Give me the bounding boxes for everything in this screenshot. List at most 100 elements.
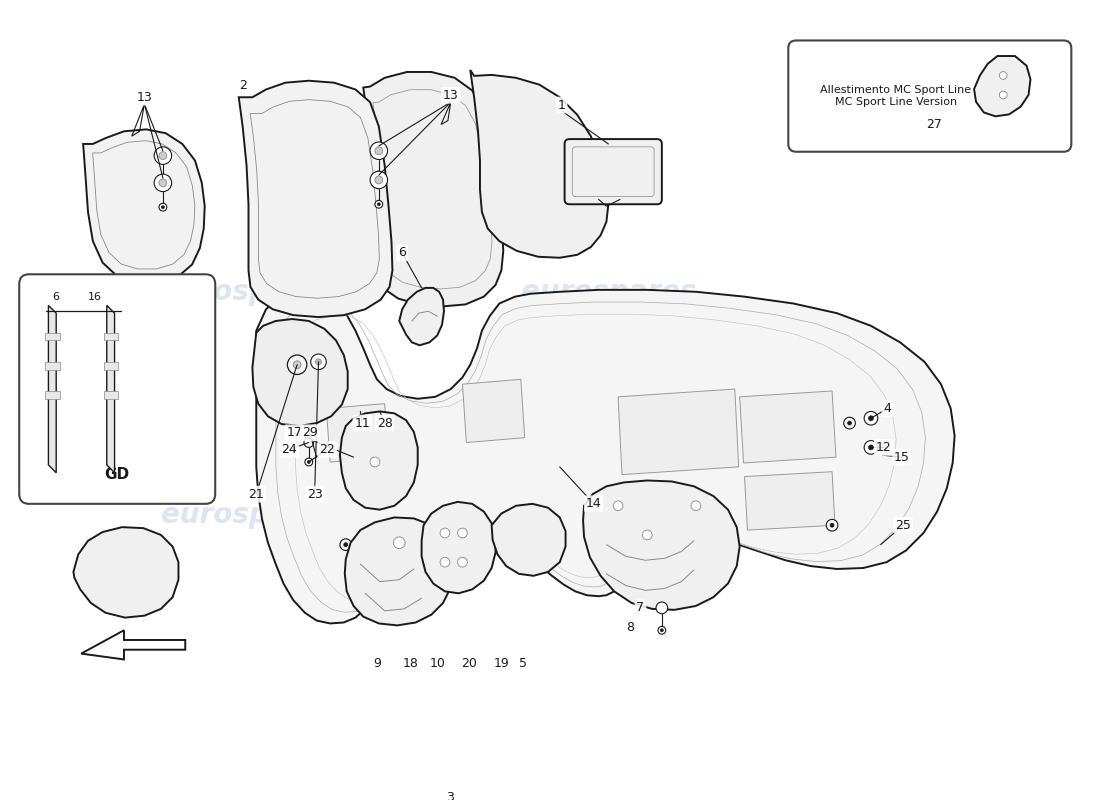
Circle shape	[642, 530, 652, 540]
Polygon shape	[74, 527, 178, 618]
Text: 28: 28	[376, 417, 393, 430]
Circle shape	[162, 206, 164, 209]
Text: 16: 16	[88, 291, 102, 302]
Polygon shape	[363, 72, 504, 306]
Circle shape	[1000, 71, 1008, 79]
Text: 2: 2	[239, 79, 246, 92]
Text: 11: 11	[354, 417, 371, 430]
Polygon shape	[239, 81, 393, 317]
Circle shape	[160, 203, 167, 211]
Text: 13: 13	[443, 89, 459, 102]
Bar	[103, 391, 119, 398]
Circle shape	[869, 416, 873, 421]
Circle shape	[340, 539, 352, 550]
Text: 5: 5	[519, 657, 527, 670]
Polygon shape	[327, 404, 388, 462]
Circle shape	[848, 421, 851, 425]
Text: 21: 21	[249, 487, 264, 501]
Circle shape	[375, 171, 383, 179]
Circle shape	[616, 539, 620, 542]
Circle shape	[370, 142, 387, 159]
Circle shape	[370, 457, 379, 467]
Text: 24: 24	[282, 443, 297, 456]
Text: 6: 6	[53, 291, 59, 302]
Text: eurospares: eurospares	[520, 278, 696, 306]
Polygon shape	[340, 411, 418, 510]
Polygon shape	[462, 379, 525, 442]
Circle shape	[660, 629, 663, 632]
Polygon shape	[399, 288, 444, 346]
Circle shape	[613, 501, 623, 510]
Text: 25: 25	[895, 518, 911, 532]
Circle shape	[154, 147, 172, 164]
Text: 4: 4	[883, 402, 891, 415]
Polygon shape	[48, 306, 56, 473]
Circle shape	[375, 176, 383, 184]
Circle shape	[830, 523, 834, 527]
Circle shape	[160, 152, 167, 159]
Circle shape	[869, 445, 873, 450]
Circle shape	[160, 179, 167, 186]
Polygon shape	[344, 518, 453, 626]
Text: Allestimento MC Sport Line
MC Sport Line Version: Allestimento MC Sport Line MC Sport Line…	[821, 86, 971, 107]
Text: 22: 22	[319, 443, 336, 456]
Text: 6: 6	[398, 246, 406, 259]
FancyBboxPatch shape	[564, 139, 662, 204]
Circle shape	[658, 626, 666, 634]
Circle shape	[458, 528, 468, 538]
Circle shape	[691, 501, 701, 510]
Circle shape	[377, 174, 381, 177]
Text: eurospares: eurospares	[161, 278, 337, 306]
Circle shape	[375, 200, 383, 208]
Circle shape	[307, 461, 310, 463]
Circle shape	[844, 418, 856, 429]
Polygon shape	[739, 391, 836, 463]
Polygon shape	[81, 630, 185, 659]
Bar	[103, 362, 119, 370]
Circle shape	[613, 535, 624, 546]
Circle shape	[440, 558, 450, 567]
Circle shape	[865, 441, 878, 454]
Polygon shape	[470, 70, 608, 258]
Circle shape	[826, 519, 838, 531]
Circle shape	[375, 147, 383, 154]
Text: 8: 8	[626, 621, 634, 634]
Text: 18: 18	[403, 657, 419, 670]
Polygon shape	[492, 504, 565, 576]
Polygon shape	[84, 130, 205, 282]
Circle shape	[344, 542, 348, 546]
Circle shape	[440, 528, 450, 538]
Polygon shape	[107, 306, 114, 473]
FancyBboxPatch shape	[19, 274, 216, 504]
Bar	[45, 333, 60, 341]
Circle shape	[287, 355, 307, 374]
FancyBboxPatch shape	[789, 41, 1071, 152]
Circle shape	[316, 359, 321, 365]
Circle shape	[1000, 91, 1008, 99]
Text: GD: GD	[104, 467, 130, 482]
Text: 27: 27	[926, 118, 942, 131]
Circle shape	[458, 558, 468, 567]
Circle shape	[370, 171, 387, 189]
Polygon shape	[252, 319, 348, 426]
Circle shape	[160, 176, 167, 184]
Bar	[103, 333, 119, 341]
Circle shape	[394, 537, 405, 549]
Polygon shape	[256, 290, 955, 623]
Circle shape	[162, 178, 164, 182]
Text: 13: 13	[136, 90, 152, 104]
Text: 10: 10	[429, 657, 446, 670]
Text: 15: 15	[894, 450, 910, 464]
Text: 3: 3	[446, 791, 454, 800]
Polygon shape	[745, 472, 835, 530]
Text: 23: 23	[307, 487, 322, 501]
Text: eurospares: eurospares	[520, 502, 696, 530]
Circle shape	[656, 602, 668, 614]
Text: 20: 20	[461, 657, 477, 670]
Polygon shape	[618, 389, 739, 474]
Text: 17: 17	[286, 426, 302, 439]
Circle shape	[865, 411, 878, 425]
Circle shape	[377, 202, 381, 206]
Circle shape	[154, 174, 172, 192]
Bar	[45, 391, 60, 398]
